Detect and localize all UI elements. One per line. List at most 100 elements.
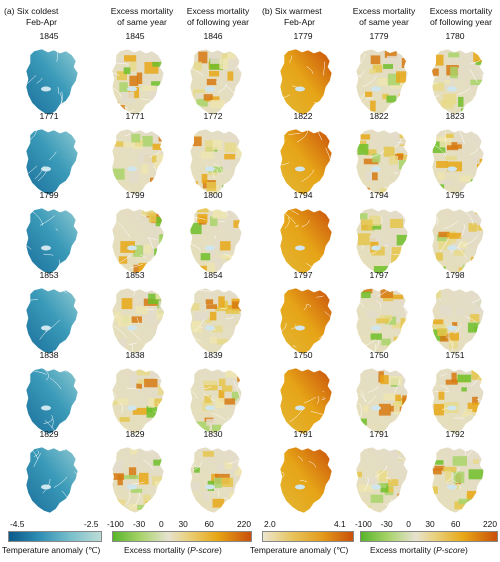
map-b-r4-c2 <box>355 287 409 355</box>
year-label-b-r1-c3: 1780 <box>445 31 465 41</box>
year-label-b-r2-c3: 1823 <box>445 111 465 121</box>
map-a-r1-c1 <box>25 48 79 116</box>
map-a-r5-c1 <box>25 367 79 435</box>
map-b-r5-c2 <box>355 367 409 435</box>
year-label-b-r5-c2: 1750 <box>369 350 389 360</box>
panel-b-col2-line1: Excess mortality <box>352 6 416 16</box>
map-b-r1-c1 <box>279 48 333 116</box>
map-a-r6-c2 <box>111 446 165 514</box>
mort2-tick-4: 30 <box>425 519 435 529</box>
year-label-a-r2-c1: 1771 <box>39 111 59 121</box>
legend-mortality-a-title-italic: P-score <box>190 545 219 555</box>
mort2-tick-2: -30 <box>380 519 393 529</box>
year-label-b-r1-c1: 1779 <box>293 31 313 41</box>
panel-a-title-line1: (a) Six coldest <box>4 6 59 16</box>
panel-a-col2-header: Excess mortality of same year <box>104 6 180 28</box>
legend-cold-min: -4.5 <box>10 519 25 529</box>
map-a-r4-c3 <box>189 287 243 355</box>
mort1-tick-6: 220 <box>237 519 251 529</box>
year-label-a-r5-c3: 1839 <box>203 350 223 360</box>
year-label-b-r4-c2: 1797 <box>369 270 389 280</box>
map-b-r4-c1 <box>279 287 333 355</box>
panel-a-col3-line1: Excess mortality <box>186 6 250 16</box>
map-a-r3-c1 <box>25 207 79 275</box>
year-label-a-r2-c2: 1771 <box>125 111 145 121</box>
legend-mortality-a-title: Excess mortality (P-score) <box>124 545 222 555</box>
legend-mortality-b-title-italic: P-score <box>436 545 465 555</box>
map-b-r5-c3 <box>431 367 485 435</box>
year-label-a-r5-c2: 1838 <box>125 350 145 360</box>
map-b-r5-c1 <box>279 367 333 435</box>
panel-a-col3-header: Excess mortality of following year <box>180 6 256 28</box>
year-label-b-r2-c2: 1822 <box>369 111 389 121</box>
year-label-b-r3-c2: 1794 <box>369 190 389 200</box>
year-label-a-r1-c2: 1845 <box>125 31 145 41</box>
panel-a-col2-line2: of same year <box>117 17 167 27</box>
year-label-a-r4-c1: 1853 <box>39 270 59 280</box>
mort2-tick-6: 220 <box>483 519 497 529</box>
map-a-r5-c3 <box>189 367 243 435</box>
map-b-r6-c1 <box>279 446 333 514</box>
year-label-a-r4-c2: 1853 <box>125 270 145 280</box>
mort2-tick-5: 60 <box>451 519 461 529</box>
legend-mortality-a-title-end: ) <box>218 545 222 555</box>
panel-b-col2-line2: of same year <box>359 17 409 27</box>
legend-mortality-b-title-main: Excess mortality ( <box>370 545 437 555</box>
mort1-tick-4: 30 <box>178 519 188 529</box>
year-label-a-r1-c3: 1846 <box>203 31 223 41</box>
year-label-a-r3-c1: 1799 <box>39 190 59 200</box>
map-b-r2-c3 <box>431 128 485 196</box>
map-a-r1-c2 <box>111 48 165 116</box>
year-label-a-r3-c2: 1799 <box>125 190 145 200</box>
year-label-b-r3-c1: 1794 <box>293 190 313 200</box>
legend-warm-title: Temperature anomaly (℃) <box>250 545 349 555</box>
mort2-tick-3: 0 <box>406 519 411 529</box>
panel-b-col3-line2: of following year <box>429 17 493 27</box>
year-label-b-r6-c2: 1791 <box>369 429 389 439</box>
year-label-b-r3-c3: 1795 <box>445 190 465 200</box>
panel-a-title: (a) Six coldest Feb-Apr <box>4 6 58 28</box>
legend-mortality-b-bar <box>360 531 498 542</box>
map-a-r5-c2 <box>111 367 165 435</box>
panel-b-title-line2: Feb-Apr <box>284 17 316 27</box>
map-b-r6-c2 <box>355 446 409 514</box>
legend-mortality-a-title-main: Excess mortality ( <box>124 545 191 555</box>
panel-b-col2-header: Excess mortality of same year <box>346 6 422 28</box>
panel-b-col3-line1: Excess mortality <box>429 6 493 16</box>
legend-mortality-a-bar <box>112 531 252 542</box>
legend-mortality-b-title: Excess mortality (P-score) <box>370 545 468 555</box>
year-label-a-r4-c3: 1854 <box>203 270 223 280</box>
map-b-r3-c1 <box>279 207 333 275</box>
map-a-r6-c3 <box>189 446 243 514</box>
year-label-a-r2-c3: 1772 <box>203 111 223 121</box>
year-label-b-r2-c1: 1822 <box>293 111 313 121</box>
mort1-tick-3: 0 <box>159 519 164 529</box>
map-b-r2-c2 <box>355 128 409 196</box>
map-a-r2-c1 <box>25 128 79 196</box>
map-b-r3-c2 <box>355 207 409 275</box>
panel-b-col3-header: Excess mortality of following year <box>422 6 500 28</box>
panel-a-col3-line2: of following year <box>186 17 250 27</box>
year-label-a-r1-c1: 1845 <box>39 31 59 41</box>
map-b-r2-c1 <box>279 128 333 196</box>
map-a-r4-c2 <box>111 287 165 355</box>
mort1-tick-2: -30 <box>133 519 146 529</box>
mort1-tick-5: 60 <box>204 519 214 529</box>
legend-cold-bar <box>8 531 102 542</box>
legend-warm-bar <box>262 531 354 542</box>
year-label-b-r1-c2: 1779 <box>369 31 389 41</box>
map-a-r4-c1 <box>25 287 79 355</box>
map-b-r6-c3 <box>431 446 485 514</box>
map-b-r4-c3 <box>431 287 485 355</box>
legend-cold-max: -2.5 <box>84 519 99 529</box>
year-label-b-r4-c1: 1797 <box>293 270 313 280</box>
year-label-b-r6-c3: 1792 <box>445 429 465 439</box>
map-a-r2-c3 <box>189 128 243 196</box>
panel-b-title: (b) Six warmest Feb-Apr <box>262 6 322 28</box>
year-label-b-r5-c1: 1750 <box>293 350 313 360</box>
legend-cold-title: Temperature anomaly (℃) <box>2 545 101 555</box>
map-b-r1-c2 <box>355 48 409 116</box>
panel-a-title-line2: Feb-Apr <box>26 17 58 27</box>
year-label-a-r6-c2: 1829 <box>125 429 145 439</box>
map-a-r3-c3 <box>189 207 243 275</box>
